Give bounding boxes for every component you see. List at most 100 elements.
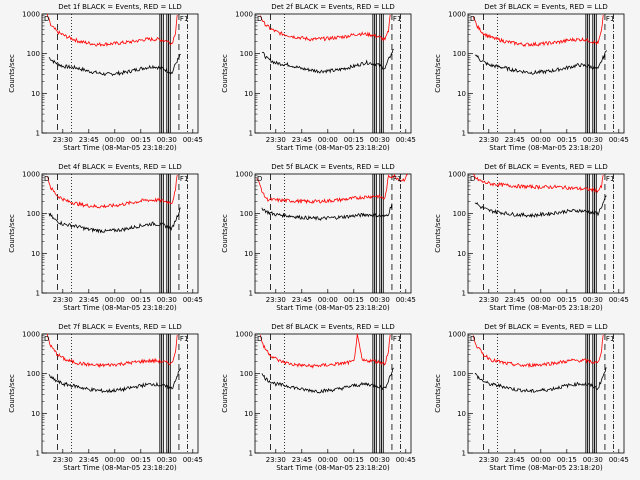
y-tick-label: 100 xyxy=(453,370,466,378)
plot-frame xyxy=(467,173,625,294)
lld-trace xyxy=(259,334,391,369)
y-tick-label: 1 xyxy=(36,290,40,298)
x-tick-label: 00:30 xyxy=(370,136,390,144)
marker-label-f1: F1 xyxy=(393,175,401,183)
y-tick-label: 10 xyxy=(31,250,40,258)
x-axis-label: Start Time (08-Mar-05 23:18:20) xyxy=(276,304,390,312)
x-tick-label: 00:45 xyxy=(183,136,203,144)
y-axis-label: Counts/sec xyxy=(8,54,16,93)
x-tick-label: 00:30 xyxy=(583,296,603,304)
events-trace xyxy=(261,48,394,74)
events-trace xyxy=(48,53,181,77)
plot-frame xyxy=(41,13,199,134)
lld-trace xyxy=(472,173,604,194)
panel-title: Det 5f BLACK = Events, RED = LLD xyxy=(271,163,394,171)
panel-title: Det 3f BLACK = Events, RED = LLD xyxy=(484,3,607,11)
events-trace xyxy=(261,367,394,394)
x-tick-label: 00:15 xyxy=(557,296,577,304)
x-axis-label: Start Time (08-Mar-05 23:18:20) xyxy=(276,144,390,152)
detector-panel: Det 5f BLACK = Events, RED = LLD 1 10 100 10… xyxy=(221,163,416,312)
x-tick-label: 00:30 xyxy=(370,296,390,304)
x-axis-label: Start Time (08-Mar-05 23:18:20) xyxy=(276,464,390,472)
x-tick-label: 00:00 xyxy=(531,296,551,304)
x-tick-label: 00:00 xyxy=(105,136,125,144)
y-tick-label: 100 xyxy=(240,370,253,378)
marker-label-d: D xyxy=(257,175,262,183)
events-trace xyxy=(474,367,607,394)
lld-trace xyxy=(259,14,391,42)
x-tick-label: 23:45 xyxy=(292,136,312,144)
x-tick-label: 23:30 xyxy=(479,456,499,464)
marker-label-d: D xyxy=(470,175,475,183)
x-tick-label: 23:30 xyxy=(53,296,73,304)
detector-panel: Det 8f BLACK = Events, RED = LLD 1 10 100 10… xyxy=(221,323,416,472)
x-tick-label: 00:15 xyxy=(344,136,364,144)
x-tick-label: 23:45 xyxy=(292,296,312,304)
y-tick-label: 1000 xyxy=(22,11,40,19)
lld-trace xyxy=(472,14,604,48)
detector-panel: Det 9f BLACK = Events, RED = LLD 1 10 100 10… xyxy=(434,323,629,472)
y-tick-label: 1000 xyxy=(235,11,253,19)
marker-label-d: D xyxy=(257,15,262,23)
x-tick-label: 23:30 xyxy=(266,136,286,144)
x-tick-label: 00:45 xyxy=(609,296,629,304)
x-tick-label: 00:30 xyxy=(370,456,390,464)
detector-panel: Det 1f BLACK = Events, RED = LLD 1 10 100 10… xyxy=(8,3,203,152)
x-tick-label: 23:30 xyxy=(266,296,286,304)
y-tick-label: 10 xyxy=(244,250,253,258)
y-tick-label: 100 xyxy=(453,210,466,218)
x-tick-label: 00:45 xyxy=(609,456,629,464)
x-tick-label: 00:00 xyxy=(531,456,551,464)
y-tick-label: 1 xyxy=(36,450,40,458)
lld-trace xyxy=(46,14,178,47)
y-axis-label: Counts/sec xyxy=(434,214,442,253)
events-trace xyxy=(261,203,393,221)
panel-title: Det 4f BLACK = Events, RED = LLD xyxy=(58,163,181,171)
x-tick-label: 23:45 xyxy=(505,136,525,144)
y-tick-label: 10 xyxy=(457,410,466,418)
y-tick-label: 1000 xyxy=(448,171,466,179)
y-axis-label: Counts/sec xyxy=(221,374,229,413)
y-tick-label: 10 xyxy=(31,410,40,418)
y-axis-label: Counts/sec xyxy=(8,374,16,413)
x-tick-label: 00:15 xyxy=(557,136,577,144)
panel-title: Det 8f BLACK = Events, RED = LLD xyxy=(271,323,394,331)
y-tick-label: 1000 xyxy=(22,171,40,179)
x-tick-label: 00:00 xyxy=(531,136,551,144)
detector-panel: Det 4f BLACK = Events, RED = LLD 1 10 100 10… xyxy=(8,163,203,312)
x-tick-label: 00:45 xyxy=(396,456,416,464)
y-axis-label: Counts/sec xyxy=(221,214,229,253)
y-tick-label: 10 xyxy=(31,90,40,98)
x-tick-label: 00:15 xyxy=(131,456,151,464)
x-axis-label: Start Time (08-Mar-05 23:18:20) xyxy=(489,304,603,312)
x-tick-label: 00:15 xyxy=(557,456,577,464)
y-tick-label: 100 xyxy=(27,210,40,218)
y-tick-label: 1000 xyxy=(235,171,253,179)
y-tick-label: 1 xyxy=(462,450,466,458)
x-tick-label: 23:45 xyxy=(79,456,99,464)
y-axis-label: Counts/sec xyxy=(8,214,16,253)
x-tick-label: 00:30 xyxy=(583,136,603,144)
x-axis-label: Start Time (08-Mar-05 23:18:20) xyxy=(489,464,603,472)
plot-frame xyxy=(467,13,625,134)
y-tick-label: 10 xyxy=(244,410,253,418)
marker-label-f1: F1 xyxy=(606,175,614,183)
x-tick-label: 00:15 xyxy=(131,296,151,304)
events-trace xyxy=(48,207,181,234)
y-tick-label: 1000 xyxy=(235,331,253,339)
x-tick-label: 00:45 xyxy=(396,136,416,144)
y-tick-label: 100 xyxy=(453,50,466,58)
lld-trace xyxy=(46,174,178,209)
y-axis-label: Counts/sec xyxy=(434,374,442,413)
marker-label-f1: F1 xyxy=(180,175,188,183)
panel-title: Det 9f BLACK = Events, RED = LLD xyxy=(484,323,607,331)
panel-title: Det 7f BLACK = Events, RED = LLD xyxy=(58,323,181,331)
marker-label-d: D xyxy=(470,15,475,23)
marker-label-d: D xyxy=(470,335,475,343)
plot-frame xyxy=(41,333,199,454)
detector-panel: Det 6f BLACK = Events, RED = LLD 1 10 100 10… xyxy=(434,163,629,312)
x-axis-label: Start Time (08-Mar-05 23:18:20) xyxy=(63,304,177,312)
panel-title: Det 1f BLACK = Events, RED = LLD xyxy=(58,3,181,11)
x-axis-label: Start Time (08-Mar-05 23:18:20) xyxy=(489,144,603,152)
